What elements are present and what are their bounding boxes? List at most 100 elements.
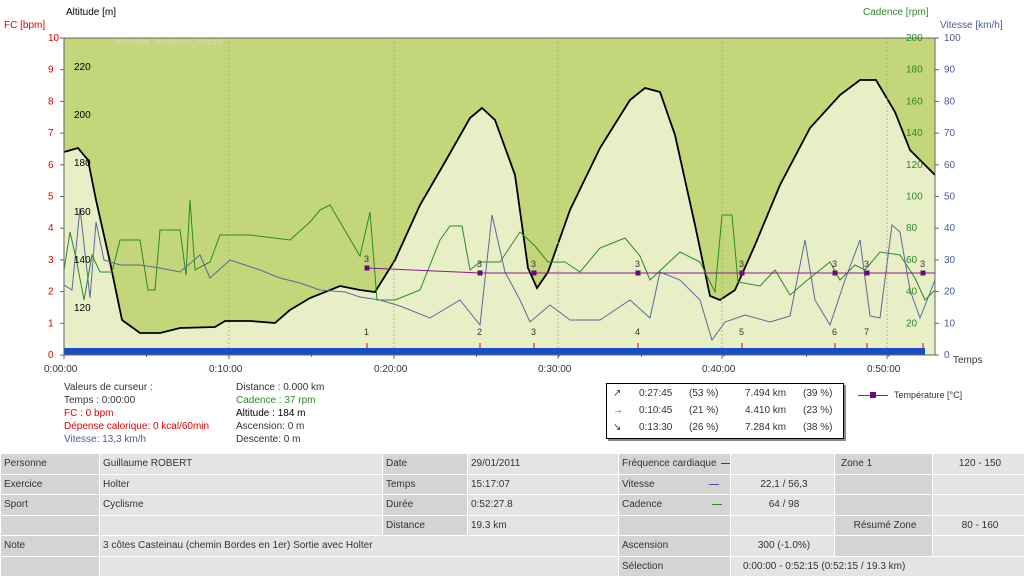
slope-distance: 7.494 km	[745, 388, 786, 399]
slope-time: 0:27:45	[639, 388, 672, 399]
note-value[interactable]: 3 côtes Casteinau (chemin Bordes en 1er)…	[100, 536, 619, 557]
slope-distance: 7.284 km	[745, 422, 786, 433]
duree-label: Durée	[383, 495, 468, 516]
fc-tick-label: 6	[48, 160, 54, 171]
temps-value: 15:17:07	[468, 474, 619, 495]
temperature-marker	[833, 271, 838, 276]
fc-label: Fréquence cardiaque	[619, 454, 731, 475]
lap-label-top: 3	[739, 259, 744, 269]
time-tick-label: 0:30:00	[538, 364, 572, 375]
lap-label-top: 3	[864, 259, 869, 269]
cadence-tick-label: 120	[906, 160, 923, 171]
exercice-value[interactable]: Holter	[100, 474, 383, 495]
lap-label-top: 3	[635, 259, 640, 269]
temperature-legend-swatch	[858, 395, 888, 396]
cadence-tick-label: 60	[906, 255, 918, 266]
cursor-fc: FC : 0 bpm	[64, 407, 209, 420]
cadence-tick-label: 20	[906, 318, 918, 329]
empty-cell	[1, 515, 100, 536]
lap-label-top: 3	[920, 259, 925, 269]
personne-value[interactable]: Guillaume ROBERT	[100, 454, 383, 475]
altitude-tick-label: 160	[74, 207, 91, 218]
fc-value	[731, 454, 835, 475]
vitesse-tick-label: 70	[944, 128, 956, 139]
fc-tick-label: 3	[48, 255, 54, 266]
lap-label-bottom: 3	[531, 327, 536, 337]
vitesse-tick-label: 60	[944, 160, 956, 171]
temperature-marker	[532, 271, 537, 276]
time-tick-label: 0:20:00	[374, 364, 408, 375]
sport-value[interactable]: Cyclisme	[100, 495, 383, 516]
fc-tick-label: 0	[48, 350, 54, 361]
activity-chart[interactable]: 313233343536373intensite_tendance_Ascale…	[0, 0, 1024, 380]
temperature-marker	[740, 271, 745, 276]
slope-time-pct: (26 %)	[689, 422, 718, 433]
arrow-right-icon: →	[613, 405, 623, 416]
slope-distance-pct: (39 %)	[803, 388, 832, 399]
table-row: Exercice Holter Temps 15:17:07 Vitesse 2…	[1, 474, 1024, 495]
lap-label-bottom: 2	[477, 327, 482, 337]
ascension-label: Ascension	[619, 536, 731, 557]
fc-tick-label: 7	[48, 128, 54, 139]
temperature-marker	[636, 271, 641, 276]
date-label: Date	[383, 454, 468, 475]
cursor-values-panel: Valeurs de curseur : Temps : 0:00:00 FC …	[64, 381, 209, 446]
time-tick-label: 0:10:00	[209, 364, 243, 375]
lap-label-bottom: 7	[864, 327, 869, 337]
cursor-distance: Distance : 0.000 km	[236, 381, 324, 394]
cadence-line-swatch	[712, 504, 722, 505]
empty-cell	[835, 536, 933, 557]
empty-cell	[100, 515, 383, 536]
time-tick-label: 0:50:00	[867, 364, 901, 375]
table-row: Distance 19.3 km Résumé Zone 80 - 160	[1, 515, 1024, 536]
fc-tick-label: 9	[48, 65, 54, 76]
vitesse-tick-label: 100	[944, 33, 961, 44]
vitesse-tick-label: 90	[944, 65, 956, 76]
temperature-marker	[478, 271, 483, 276]
vitesse-tick-label: 80	[944, 96, 956, 107]
lap-label-bottom: 1	[364, 327, 369, 337]
vitesse-line-swatch	[709, 484, 719, 485]
altitude-tick-label: 180	[74, 158, 91, 169]
slope-time-pct: (53 %)	[689, 388, 718, 399]
empty-cell	[835, 474, 933, 495]
slope-distance: 4.410 km	[745, 405, 786, 416]
empty-cell	[619, 515, 731, 536]
table-row: Sélection 0:00:00 - 0:52:15 (0:52:15 / 1…	[1, 556, 1024, 577]
temperature-legend[interactable]: Température [°C]	[858, 390, 962, 400]
arrow-down-right-icon: ↘	[613, 422, 621, 433]
selection-value: 0:00:00 - 0:52:15 (0:52:15 / 19.3 km)	[731, 556, 1024, 577]
distance-label: Distance	[383, 515, 468, 536]
cadence-label-text: Cadence	[622, 499, 662, 510]
vitesse-tick-label: 50	[944, 192, 956, 203]
fc-tick-label: 2	[48, 287, 54, 298]
altitude-tick-label: 200	[74, 110, 91, 121]
zone1-label: Zone 1	[835, 454, 933, 475]
fc-tick-label: 8	[48, 96, 54, 107]
time-tick-label: 0:40:00	[702, 364, 736, 375]
distance-value: 19.3 km	[468, 515, 619, 536]
activity-info-table: Personne Guillaume ROBERT Date 29/01/201…	[0, 453, 1024, 577]
empty-cell	[933, 474, 1024, 495]
slope-time-pct: (21 %)	[689, 405, 718, 416]
slope-row-up: ↗ 0:27:45 (53 %) 7.494 km (39 %)	[607, 386, 843, 403]
fc-label-text: Fréquence cardiaque	[622, 458, 717, 469]
vitesse-label: Vitesse	[619, 474, 731, 495]
note-label: Note	[1, 536, 100, 557]
vitesse-label-text: Vitesse	[622, 479, 655, 490]
cadence-tick-label: 80	[906, 223, 918, 234]
slope-distance-pct: (38 %)	[803, 422, 832, 433]
cadence-label: Cadence	[619, 495, 731, 516]
empty-cell	[731, 515, 835, 536]
vitesse-value: 22,1 / 56,3	[731, 474, 835, 495]
lap-label-bottom: 5	[739, 327, 744, 337]
resume-zone-label: Résumé Zone	[835, 515, 933, 536]
altitude-tick-label: 220	[74, 62, 91, 73]
empty-cell	[933, 495, 1024, 516]
temperature-marker	[921, 271, 926, 276]
lap-label-bottom: 4	[635, 327, 640, 337]
table-row: Sport Cyclisme Durée 0:52:27.8 Cadence 6…	[1, 495, 1024, 516]
fc-tick-label: 4	[48, 223, 54, 234]
altitude-tick-label: 120	[74, 303, 91, 314]
cadence-tick-label: 180	[906, 65, 923, 76]
